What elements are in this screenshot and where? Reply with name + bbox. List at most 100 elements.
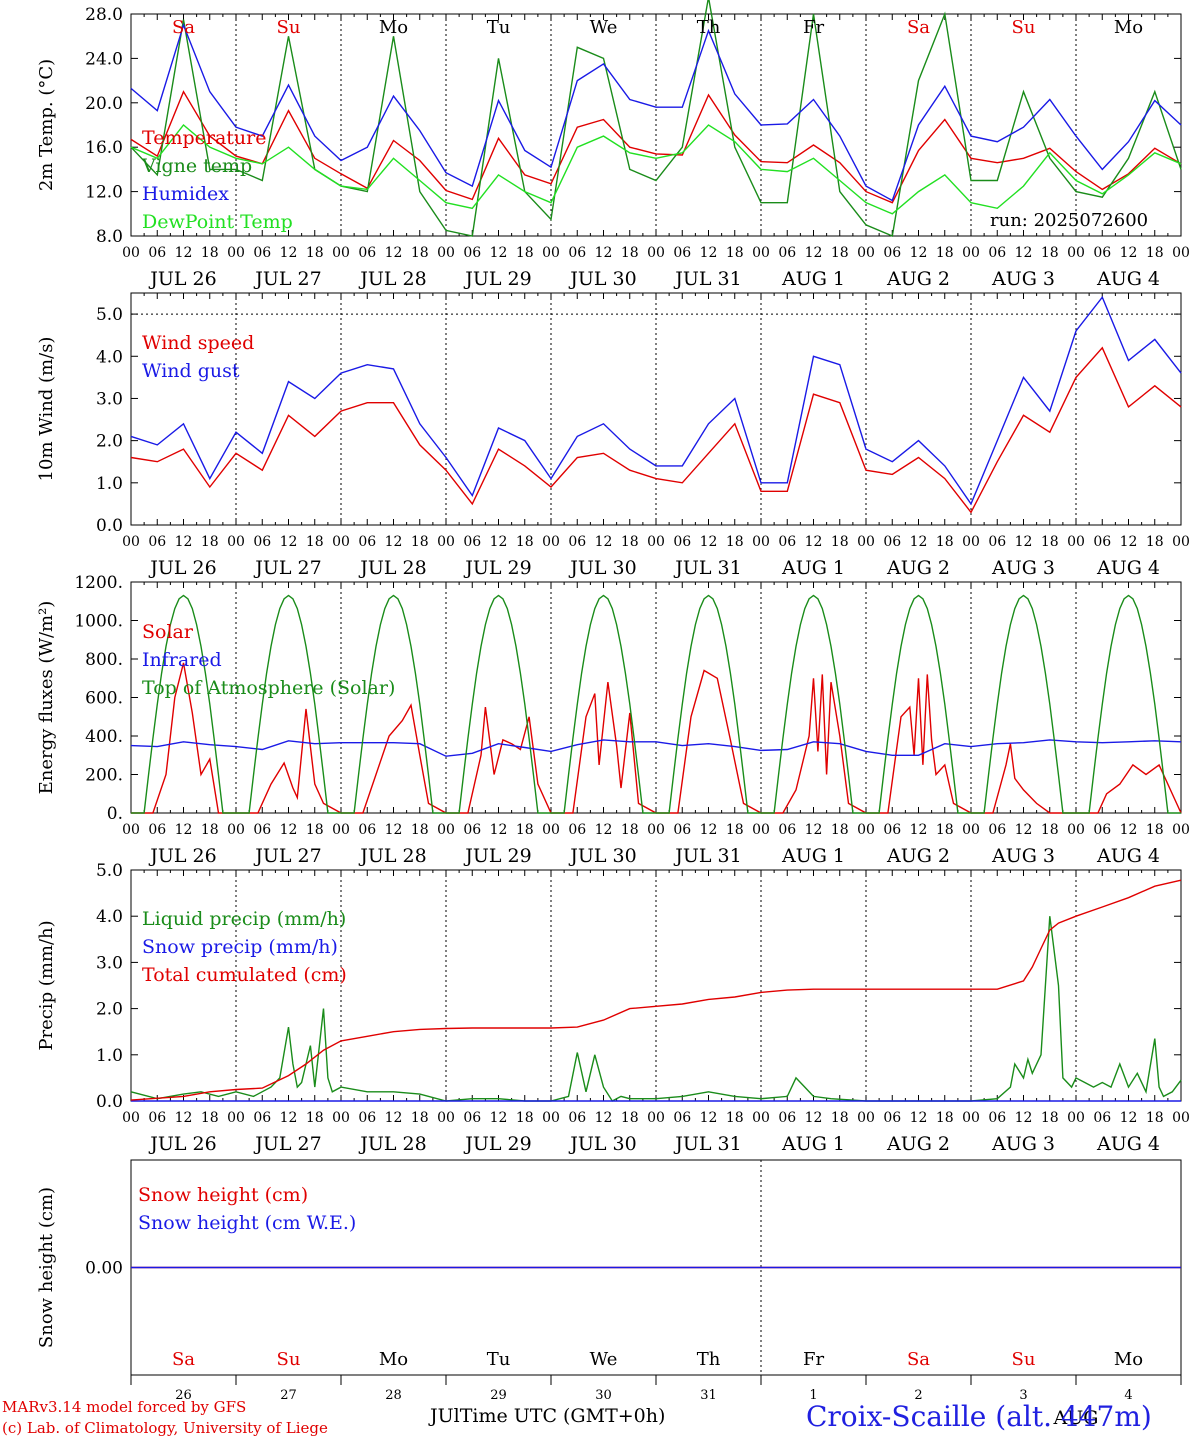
- hour-tick-label: 12: [910, 822, 928, 838]
- hour-tick-label: 12: [280, 1110, 298, 1126]
- series-infrared: [130, 739, 1182, 757]
- hour-tick-label: 00: [122, 245, 140, 261]
- date-label: JUL 29: [463, 1133, 531, 1155]
- hour-tick-label: 18: [936, 534, 954, 550]
- date-label: JUL 30: [568, 1133, 636, 1155]
- date-label: JUL 31: [673, 268, 741, 290]
- hour-tick-label: 00: [857, 1110, 875, 1126]
- hour-tick-label: 12: [700, 1110, 718, 1126]
- hour-tick-label: 06: [1093, 534, 1111, 550]
- lab-credit: (c) Lab. of Climatology, University of L…: [2, 1419, 328, 1437]
- hour-tick-label: 00: [1067, 245, 1085, 261]
- date-label: JUL 28: [358, 557, 426, 579]
- hour-tick-label: 18: [1146, 822, 1164, 838]
- hour-tick-label: 12: [805, 534, 823, 550]
- hour-tick-label: 12: [175, 822, 193, 838]
- hour-tick-label: 00: [1067, 822, 1085, 838]
- y-tick-label: 5.0: [96, 861, 123, 881]
- hour-tick-label: 00: [227, 534, 245, 550]
- date-label: JUL 27: [253, 845, 321, 867]
- date-label: JUL 29: [463, 557, 531, 579]
- date-label: JUL 28: [358, 845, 426, 867]
- month-label: AUG: [1053, 1407, 1099, 1429]
- hour-tick-label: 12: [175, 1110, 193, 1126]
- hour-tick-label: 18: [1041, 1110, 1059, 1126]
- hour-tick-label: 18: [936, 1110, 954, 1126]
- hour-tick-label: 00: [962, 1110, 980, 1126]
- hour-tick-label: 18: [306, 534, 324, 550]
- hour-tick-label: 12: [595, 534, 613, 550]
- hour-tick-label: 12: [700, 245, 718, 261]
- series-wind-speed: [130, 346, 1182, 514]
- hour-tick-label: 12: [910, 1110, 928, 1126]
- hour-tick-label: 18: [411, 245, 429, 261]
- date-label: AUG 4: [1096, 268, 1160, 290]
- day-number-label: 3: [1019, 1388, 1027, 1403]
- series-top-of-atmosphere-solar-: [131, 594, 1181, 814]
- hour-tick-label: 00: [647, 1110, 665, 1126]
- date-label: AUG 2: [886, 557, 950, 579]
- day-number-label: 4: [1124, 1388, 1132, 1403]
- hour-tick-label: 00: [857, 534, 875, 550]
- y-tick-label: 800.: [85, 650, 123, 670]
- hour-tick-label: 18: [306, 245, 324, 261]
- y-tick-label: 1200.: [74, 573, 123, 593]
- weekday-label: Sa: [172, 1349, 195, 1370]
- hour-tick-label: 00: [227, 822, 245, 838]
- hour-tick-label: 18: [306, 1110, 324, 1126]
- legend-entry: Snow height (cm): [138, 1184, 308, 1206]
- hour-tick-label: 00: [857, 822, 875, 838]
- weekday-label: Su: [277, 17, 301, 38]
- y-tick-label: 3.0: [96, 953, 123, 973]
- legend-entry: DewPoint Temp: [142, 211, 293, 233]
- hour-tick-label: 12: [1120, 534, 1138, 550]
- hour-tick-label: 00: [332, 1110, 350, 1126]
- hour-tick-label: 06: [568, 1110, 586, 1126]
- legend-entry: Liquid precip (mm/h): [142, 908, 346, 930]
- date-label: AUG 3: [991, 1133, 1055, 1155]
- hour-tick-label: 12: [1015, 822, 1033, 838]
- hour-tick-label: 00: [1172, 534, 1190, 550]
- hour-tick-label: 18: [831, 534, 849, 550]
- hour-tick-label: 18: [411, 1110, 429, 1126]
- hour-tick-label: 00: [542, 245, 560, 261]
- hour-tick-label: 00: [962, 822, 980, 838]
- hour-tick-label: 00: [1067, 1110, 1085, 1126]
- hour-tick-label: 18: [726, 822, 744, 838]
- series-wind-gust: [130, 295, 1182, 506]
- hour-tick-label: 00: [542, 534, 560, 550]
- weekday-label: Mo: [379, 1349, 408, 1370]
- hour-tick-label: 12: [595, 1110, 613, 1126]
- legend-entry: Wind gust: [142, 360, 240, 382]
- hour-tick-label: 06: [988, 1110, 1006, 1126]
- date-label: AUG 3: [991, 557, 1055, 579]
- date-label: AUG 2: [886, 268, 950, 290]
- hour-tick-label: 18: [1041, 245, 1059, 261]
- weekday-label: Fr: [803, 1349, 824, 1370]
- y-tick-label: 24.0: [85, 49, 123, 69]
- series-liquid-precip-mm-h-: [130, 916, 1182, 1102]
- hour-tick-label: 00: [1172, 822, 1190, 838]
- legend-entry: Infrared: [142, 649, 222, 671]
- date-label: JUL 26: [148, 845, 216, 867]
- hour-tick-label: 00: [1172, 1110, 1190, 1126]
- y-axis-label: Snow height (cm): [36, 1187, 57, 1348]
- hour-tick-label: 12: [700, 822, 718, 838]
- hour-tick-label: 18: [726, 1110, 744, 1126]
- hour-tick-label: 12: [385, 1110, 403, 1126]
- hour-tick-label: 06: [883, 245, 901, 261]
- date-label: AUG 1: [781, 268, 845, 290]
- series-total-cumulated-cm-: [130, 879, 1182, 1101]
- day-number-label: 2: [914, 1388, 922, 1403]
- hour-tick-label: 18: [1041, 822, 1059, 838]
- hour-tick-label: 18: [201, 534, 219, 550]
- hour-tick-label: 12: [805, 1110, 823, 1126]
- weekday-label: We: [590, 1349, 618, 1370]
- legend-entry: Temperature: [142, 127, 266, 149]
- hour-tick-label: 00: [332, 245, 350, 261]
- run-label: run: 2025072600: [990, 210, 1149, 231]
- date-label: JUL 27: [253, 557, 321, 579]
- hour-tick-label: 00: [437, 534, 455, 550]
- hour-tick-label: 18: [516, 1110, 534, 1126]
